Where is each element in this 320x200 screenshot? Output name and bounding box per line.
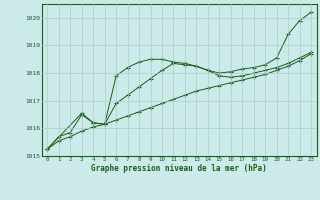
X-axis label: Graphe pression niveau de la mer (hPa): Graphe pression niveau de la mer (hPa)	[91, 164, 267, 173]
